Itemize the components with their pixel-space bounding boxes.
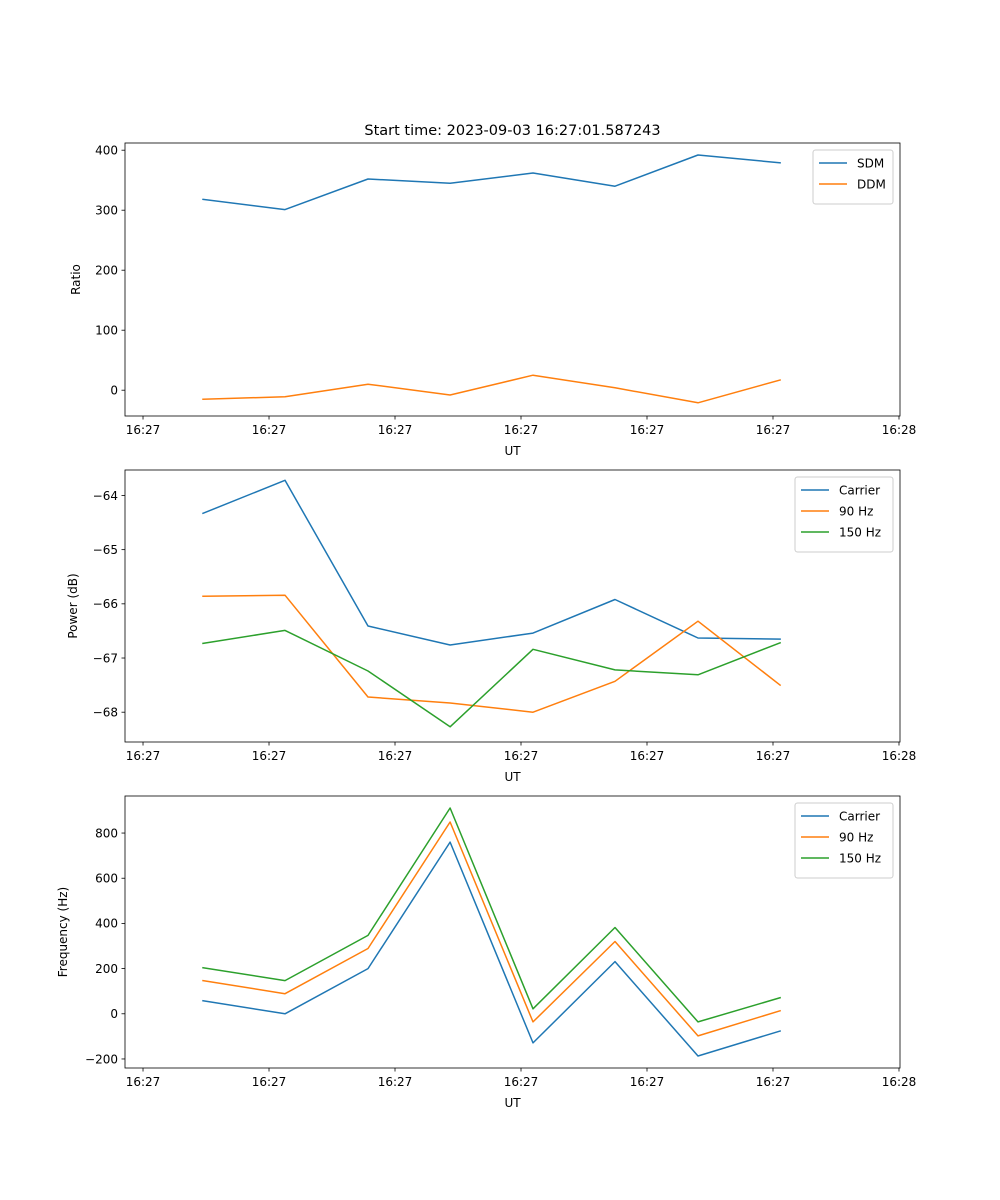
y-tick-label: −66 <box>93 597 118 611</box>
legend-item: Carrier <box>801 484 880 498</box>
x-tick-label: 16:27 <box>630 423 665 437</box>
x-tick-label: 16:27 <box>126 749 161 763</box>
x-tick-label: 16:27 <box>378 749 413 763</box>
y-tick-label: 400 <box>95 917 118 931</box>
x-tick-label: 16:27 <box>630 749 665 763</box>
y-axis-label: Ratio <box>69 264 83 295</box>
y-tick-label: 0 <box>110 384 118 398</box>
series-line-150-hz <box>202 807 782 1023</box>
x-tick-label: 16:27 <box>756 749 791 763</box>
x-tick-label: 16:27 <box>252 423 287 437</box>
y-tick-label: 200 <box>95 962 118 976</box>
x-tick-label: 16:27 <box>756 423 791 437</box>
legend-label: Carrier <box>839 810 880 824</box>
legend-box <box>794 476 894 553</box>
x-tick-label: 16:27 <box>504 749 539 763</box>
legend-label: 90 Hz <box>839 505 873 519</box>
legend-item: Carrier <box>801 810 880 824</box>
x-axis-label: UT <box>504 1096 521 1110</box>
x-tick-label: 16:27 <box>756 1075 791 1089</box>
y-tick-label: 100 <box>95 324 118 338</box>
x-tick-label: 16:27 <box>378 1075 413 1089</box>
legend-item: 90 Hz <box>801 831 873 845</box>
series-line-carrier <box>202 841 782 1057</box>
y-tick-label: −65 <box>93 543 118 557</box>
legend-item: 150 Hz <box>801 526 881 540</box>
x-tick-label: 16:27 <box>504 423 539 437</box>
x-tick-label: 16:27 <box>630 1075 665 1089</box>
x-tick-label: 16:28 <box>882 1075 917 1089</box>
series-line-150-hz <box>202 629 782 728</box>
x-tick-label: 16:27 <box>504 1075 539 1089</box>
legend-label: 90 Hz <box>839 831 873 845</box>
axes-frame <box>124 795 901 1069</box>
y-tick-label: 300 <box>95 204 118 218</box>
series-line-ddm <box>202 374 782 404</box>
axes-frequency: 16:27 16:27 16:27 16:27 16:27 16:27 16:28 UT −20… <box>56 795 917 1110</box>
y-tick-label: 0 <box>110 1007 118 1021</box>
legend-box <box>794 802 894 879</box>
y-tick-label: 800 <box>95 826 118 840</box>
y-tick-label: 600 <box>95 872 118 886</box>
series-line-sdm <box>202 154 781 211</box>
axes-power: 16:27 16:27 16:27 16:27 16:27 16:27 16:28 UT −68… <box>66 469 917 784</box>
x-tick-label: 16:27 <box>126 423 161 437</box>
y-tick-label: −200 <box>85 1052 118 1066</box>
y-tick-label: −64 <box>93 489 118 503</box>
x-axis-label: UT <box>504 770 521 784</box>
x-axis-label: UT <box>504 444 521 458</box>
y-axis-label: Frequency (Hz) <box>56 887 70 978</box>
x-tick-label: 16:28 <box>882 749 917 763</box>
series-line-90-hz <box>202 821 782 1037</box>
x-tick-label: 16:27 <box>252 1075 287 1089</box>
legend: SDM DDM <box>812 149 894 205</box>
y-tick-label: −68 <box>93 705 118 719</box>
legend: Carrier 90 Hz 150 Hz <box>794 802 894 879</box>
y-axis-label: Power (dB) <box>66 573 80 638</box>
figure-title: Start time: 2023-09-03 16:27:01.587243 <box>364 123 660 139</box>
legend-label: Carrier <box>839 484 880 498</box>
legend-item: SDM <box>819 157 884 171</box>
series-line-90-hz <box>202 594 782 713</box>
legend-label: 150 Hz <box>839 852 881 866</box>
axes-ratio: 16:27 16:27 16:27 16:27 16:27 16:27 16:28 UT 0 10… <box>69 142 917 458</box>
legend-label: DDM <box>857 178 886 192</box>
x-tick-label: 16:27 <box>378 423 413 437</box>
y-tick-label: 200 <box>95 264 118 278</box>
x-tick-label: 16:27 <box>126 1075 161 1089</box>
x-tick-label: 16:28 <box>882 423 917 437</box>
legend-label: SDM <box>857 157 884 171</box>
axes-frame <box>124 142 901 417</box>
legend-item: 150 Hz <box>801 852 881 866</box>
axes-frame <box>124 469 901 743</box>
y-tick-label: 400 <box>95 144 118 158</box>
legend-item: 90 Hz <box>801 505 873 519</box>
y-tick-label: −67 <box>93 651 118 665</box>
legend-item: DDM <box>819 178 886 192</box>
x-tick-label: 16:27 <box>252 749 287 763</box>
legend-label: 150 Hz <box>839 526 881 540</box>
legend: Carrier 90 Hz 150 Hz <box>794 476 894 553</box>
